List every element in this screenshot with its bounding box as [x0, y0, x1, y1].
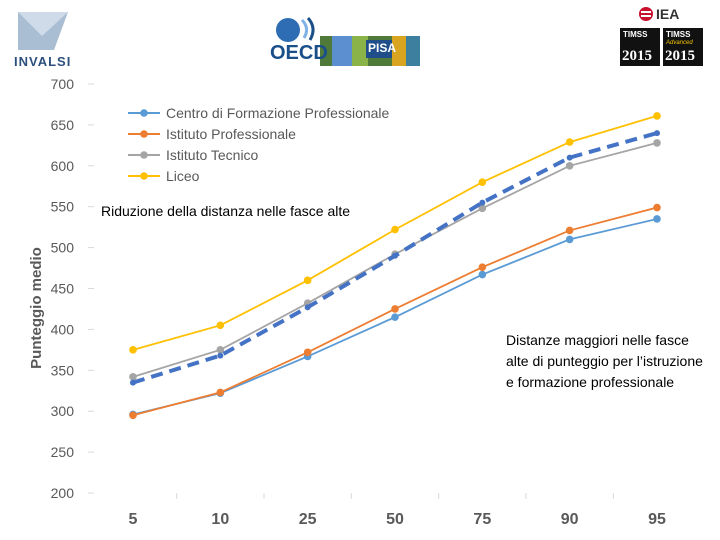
data-point — [216, 346, 225, 354]
invalsi-logo: INVALSI — [14, 10, 74, 70]
data-point — [129, 373, 137, 381]
x-tick-label: 95 — [648, 511, 666, 528]
iea-logo-text: IEA — [656, 6, 680, 22]
legend-label: Istituto Professionale — [166, 126, 296, 142]
data-point — [129, 411, 137, 420]
oecd-logo-text: OECD — [270, 42, 328, 64]
invalsi-emblem-icon — [18, 12, 68, 50]
legend-marker — [140, 109, 148, 117]
data-point — [565, 235, 574, 244]
y-tick-label: 200 — [51, 485, 75, 501]
timss-logo: TIMSS 2015 — [620, 28, 660, 66]
data-point — [129, 346, 137, 354]
x-tick-label: 25 — [299, 511, 317, 528]
invalsi-logo-text: INVALSI — [14, 54, 72, 69]
data-point — [391, 313, 399, 321]
data-point — [653, 215, 661, 223]
timss-advanced-logo: TIMSS Advanced 2015 — [663, 28, 703, 66]
legend-marker — [140, 172, 148, 180]
legend-label: Centro di Formazione Professionale — [166, 105, 390, 121]
data-point — [565, 138, 574, 146]
trend-point — [304, 304, 311, 311]
x-tick-label: 5 — [129, 511, 138, 528]
data-point — [653, 112, 661, 120]
data-point — [391, 225, 399, 234]
timss-logo-name: TIMSS — [623, 30, 648, 39]
oecd-pisa-logo: OECD PISA — [270, 16, 420, 66]
oecd-pisa-emblem-icon — [276, 16, 420, 66]
y-tick-label: 400 — [51, 321, 75, 337]
data-point — [303, 348, 312, 357]
iea-logo: IEA — [638, 6, 708, 26]
y-axis-label: Punteggio medio — [28, 247, 45, 369]
timss-advanced-logo-name: TIMSS — [666, 30, 691, 39]
y-tick-label: 450 — [51, 281, 75, 297]
iea-emblem-icon — [639, 7, 653, 21]
y-tick-label: 250 — [51, 444, 75, 460]
x-tick-label: 10 — [211, 511, 229, 528]
timss-logos: TIMSS 2015 TIMSS Advanced 2015 — [620, 28, 704, 66]
y-tick-label: 500 — [51, 240, 75, 256]
pisa-logo-text: PISA — [368, 41, 397, 55]
data-point — [478, 178, 487, 186]
trend-point — [566, 154, 573, 161]
annotation-right: Distanze maggiori nelle fasce alte di pu… — [506, 332, 703, 390]
timss-advanced-logo-sub: Advanced — [666, 40, 693, 46]
data-point — [391, 305, 399, 313]
data-point — [216, 321, 225, 330]
y-tick-label: 550 — [51, 199, 75, 215]
data-point — [216, 388, 225, 397]
timss-advanced-logo-year: 2015 — [665, 48, 695, 64]
x-tick-label: 75 — [473, 511, 491, 528]
x-tick-label: 50 — [386, 511, 404, 528]
data-point — [653, 203, 661, 212]
data-point — [478, 270, 487, 279]
data-point — [565, 162, 574, 170]
legend-marker — [140, 130, 148, 138]
legend-label: Liceo — [166, 168, 200, 184]
x-tick-label: 90 — [561, 511, 579, 528]
y-tick-label: 300 — [51, 403, 75, 419]
trend-point — [479, 199, 486, 206]
data-point — [565, 226, 574, 235]
annotation-top: Riduzione della distanza nelle fasce alt… — [101, 203, 350, 219]
timss-logo-year: 2015 — [622, 48, 652, 64]
y-tick-label: 650 — [51, 117, 75, 133]
y-tick-label: 600 — [51, 158, 75, 174]
legend-label: Istituto Tecnico — [166, 147, 259, 163]
data-point — [478, 204, 487, 213]
trend-point — [654, 130, 660, 137]
legend-marker — [140, 151, 148, 159]
y-tick-label: 700 — [51, 76, 75, 92]
trend-point — [130, 379, 136, 386]
y-tick-label: 350 — [51, 362, 75, 378]
data-point — [653, 139, 661, 147]
trend-point — [392, 252, 398, 259]
data-point — [303, 276, 312, 285]
trend-point — [217, 352, 224, 359]
data-point — [478, 263, 487, 272]
